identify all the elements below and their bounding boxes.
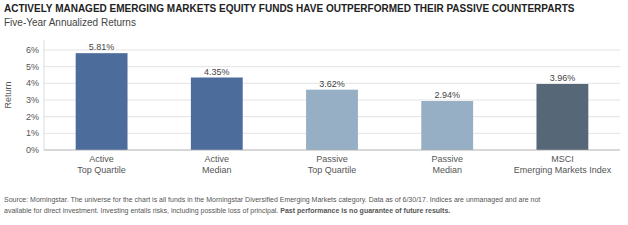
x-tick-label-line: Median: [432, 165, 462, 175]
footnote: available for direct investment. Investi…: [4, 207, 450, 215]
footnote-part: Past performance is no guarantee of futu…: [280, 207, 450, 215]
bar: [191, 78, 243, 151]
chart: ACTIVELY MANAGED EMERGING MARKETS EQUITY…: [0, 0, 628, 225]
x-tick-label: ActiveMedian: [202, 154, 232, 175]
y-tick-label: 4%: [26, 78, 39, 88]
x-tick-label: PassiveTop Quartile: [308, 154, 357, 175]
x-tick-label-line: MSCI: [551, 154, 574, 164]
subtitle: Five-Year Annualized Returns: [4, 17, 136, 28]
y-axis-line: [44, 40, 45, 150]
x-tick-label-line: Emerging Markets Index: [514, 165, 612, 175]
bar: [306, 90, 358, 150]
y-tick-label: 3%: [26, 95, 39, 105]
x-tick-label-line: Active: [205, 154, 230, 164]
value-label: 2.94%: [434, 90, 460, 100]
grid-line: [44, 150, 620, 151]
x-tick-label-line: Passive: [431, 154, 463, 164]
grid-line: [44, 50, 620, 51]
x-tick-label: MSCIEmerging Markets Index: [514, 154, 612, 175]
x-axis-line: [44, 150, 620, 151]
x-tick-label: ActiveTop Quartile: [77, 154, 126, 175]
footnote-part: available for direct investment. Investi…: [4, 207, 280, 215]
y-tick-label: 5%: [26, 62, 39, 72]
y-tick-label: 1%: [26, 128, 39, 138]
y-tick-label: 0%: [26, 145, 39, 155]
y-tick-label: 6%: [26, 45, 39, 55]
bar: [536, 84, 588, 150]
bar: [421, 101, 473, 150]
x-tick-label-line: Median: [202, 165, 232, 175]
title: ACTIVELY MANAGED EMERGING MARKETS EQUITY…: [4, 3, 575, 14]
x-tick-label-line: Top Quartile: [308, 165, 357, 175]
value-label: 4.35%: [204, 67, 230, 77]
value-label: 5.81%: [89, 42, 115, 52]
value-label: 3.96%: [550, 73, 576, 83]
x-tick-label-line: Top Quartile: [77, 165, 126, 175]
y-tick-label: 2%: [26, 112, 39, 122]
y-axis-label: Return: [3, 81, 13, 108]
x-tick-label-line: Active: [89, 154, 114, 164]
grid-line: [44, 66, 620, 67]
x-tick-label-line: Passive: [316, 154, 348, 164]
x-tick-label: PassiveMedian: [431, 154, 463, 175]
bars: [76, 53, 589, 150]
bar: [76, 53, 128, 150]
footnote: Source: Morningstar. The universe for th…: [4, 196, 540, 204]
value-label: 3.62%: [319, 79, 345, 89]
